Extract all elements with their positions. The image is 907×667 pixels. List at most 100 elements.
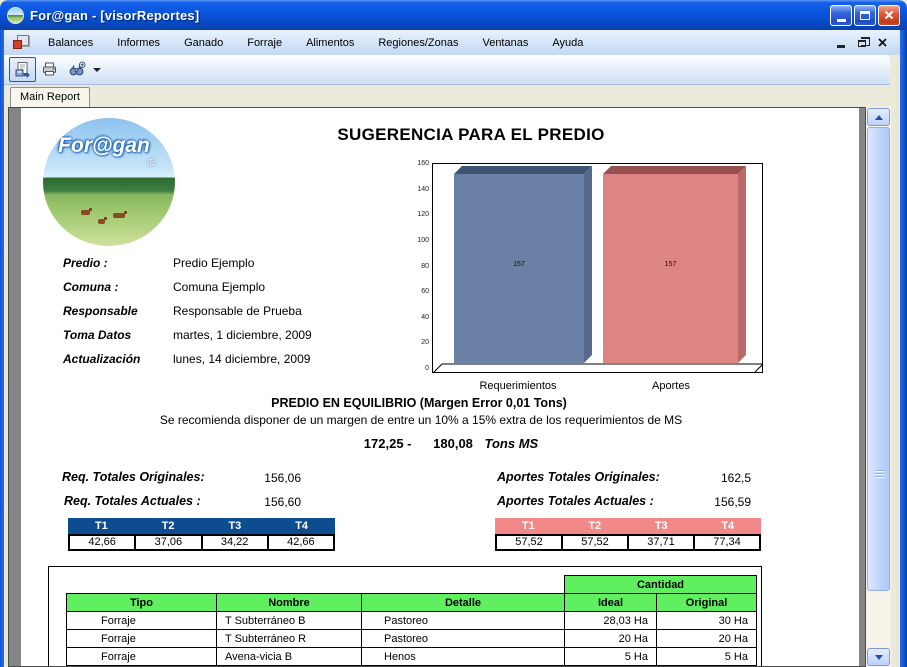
suggestion-bar-chart: 160 140 120 100 80 60 40 20 0 157 1 [411,156,773,396]
field-responsable: Responsable Responsable de Prueba [63,304,423,324]
apo-actuals-value: 156,59 [714,495,751,509]
scroll-down-icon [874,654,883,660]
cell-detalle: Pastoreo [361,611,565,630]
zoom-binoculars-icon [69,61,85,76]
field-label: Responsable [63,304,138,318]
t4-value: 42,66 [266,534,335,551]
req-actuals-label: Req. Totales Actuales : [64,494,201,508]
mdi-minimize-button[interactable] [833,36,848,50]
menu-forraje[interactable]: Forraje [247,36,283,49]
window-border-left [0,30,4,667]
range-low: 172,25 [363,436,404,451]
t2-header: T2 [588,520,602,532]
col-header-detalle: Detalle [361,593,565,612]
report-title: SUGERENCIA PARA EL PREDIO [337,125,605,144]
minimize-button[interactable] [830,4,852,26]
y-tick: 0 [425,365,429,372]
app-icon [7,6,24,24]
t2-value: 37,06 [134,534,203,551]
range-high: 180,08 [433,436,473,451]
equilibrium-headline: PREDIO EN EQUILIBRIO (Margen Error 0,01 … [271,396,567,410]
menu-ventanas[interactable]: Ventanas [482,36,529,49]
menu-ganado[interactable]: Ganado [184,36,224,49]
field-value: Predio Ejemplo [173,256,255,270]
table-row: Forraje T Subterráneo B Pastoreo 28,03 H… [66,611,757,630]
bar-value-label: 157 [513,260,525,268]
t3-header: T3 [228,520,242,532]
t1-header: T1 [94,520,108,532]
table-row: Forraje Avena-vicia B Henos 5 Ha 5 Ha [66,647,757,666]
range-unit: Tons MS [484,436,539,451]
export-button[interactable] [9,57,36,82]
y-tick: 160 [417,160,429,167]
tab-main-report[interactable]: Main Report [10,87,90,107]
minimize-icon [836,18,846,22]
t2-header: T2 [161,520,175,532]
mdi-close-button[interactable] [875,36,890,50]
foragan-logo: For@gan ® [43,118,175,246]
y-tick: 100 [417,236,429,244]
cell-original: 30 Ha [656,611,757,630]
scrollbar-thumb[interactable] [867,127,890,591]
menu-balances[interactable]: Balances [48,36,94,49]
col-header-original: Original [656,593,757,612]
vertical-scrollbar[interactable] [866,107,891,667]
cell-detalle: Pastoreo [361,629,565,648]
scroll-down-button[interactable] [867,648,890,666]
equilibrium-range: 172,25 - 180,08 Tons MS [251,436,651,451]
cell-ideal: 28,03 Ha [564,611,657,630]
scrollbar-grip [874,469,885,478]
range-separator: - [407,436,412,451]
cow-figure [81,208,92,215]
close-button[interactable] [878,4,900,26]
field-comuna: Comuna : Comuna Ejemplo [63,280,423,300]
field-label: Actualización [63,352,141,366]
scroll-up-button[interactable] [867,108,890,126]
table-row-partial [66,665,757,666]
menu-regiones-zonas[interactable]: Regiones/Zonas [378,36,459,49]
req-originals-label: Req. Totales Originales: [62,470,205,484]
scroll-up-icon [874,114,883,120]
mdi-minimize-icon [836,45,845,48]
table-header-row: Tipo Nombre Detalle Ideal Original [66,593,757,612]
y-tick: 60 [421,288,429,296]
req-originals-value: 156,06 [264,471,301,485]
field-label: Comuna : [63,280,119,294]
t1-value: 42,66 [68,534,137,551]
requirements-period-table: T1 T2 T3 T4 42,66 37,06 34,22 42,66 [68,518,335,551]
chart-plot-area: 157 157 [432,163,764,374]
cow-figure [98,217,107,224]
menu-informes[interactable]: Informes [117,36,161,49]
chart-y-axis-ticks: 160 140 120 100 80 60 40 20 0 [411,160,429,372]
table-row: Forraje T Subterráneo R Pastoreo 20 Ha 2… [66,629,757,648]
group-header-row: Cantidad [67,575,757,594]
mdi-child-icon[interactable] [12,35,30,50]
title-bar[interactable]: For@gan - [visorReportes] [0,0,907,30]
print-button[interactable] [36,57,63,82]
field-value: Responsable de Prueba [173,304,302,318]
logo-text: For@gan [58,134,150,157]
y-tick: 20 [421,339,429,347]
logo-registered-mark: ® [147,158,155,169]
detail-table-frame: Cantidad Tipo Nombre Detalle Ideal Origi… [48,566,762,666]
menu-alimentos[interactable]: Alimentos [306,36,355,49]
field-label: Predio : [63,256,108,270]
col-header-nombre: Nombre [216,593,362,612]
bar-value-label: 157 [664,260,677,268]
cell-nombre: T Subterráneo R [216,629,362,648]
report-page: For@gan ® SUGERENCIA PARA EL PREDIO 160 … [21,108,859,666]
y-tick: 140 [417,185,429,193]
field-toma-datos: Toma Datos martes, 1 diciembre, 2009 [63,328,423,348]
y-tick: 80 [421,262,429,270]
req-actuals-value: 156,60 [264,495,301,509]
mdi-restore-button[interactable] [854,36,870,50]
requirements-period-values: 42,66 37,06 34,22 42,66 [68,534,335,551]
maximize-button[interactable] [854,4,876,26]
zoom-dropdown-arrow[interactable] [93,67,101,72]
cantidad-group-header: Cantidad [564,575,757,594]
col-header-tipo: Tipo [66,593,217,612]
menu-ayuda[interactable]: Ayuda [552,36,584,49]
zoom-button[interactable] [63,57,90,82]
export-icon [15,62,30,78]
report-toolbar [4,55,890,85]
